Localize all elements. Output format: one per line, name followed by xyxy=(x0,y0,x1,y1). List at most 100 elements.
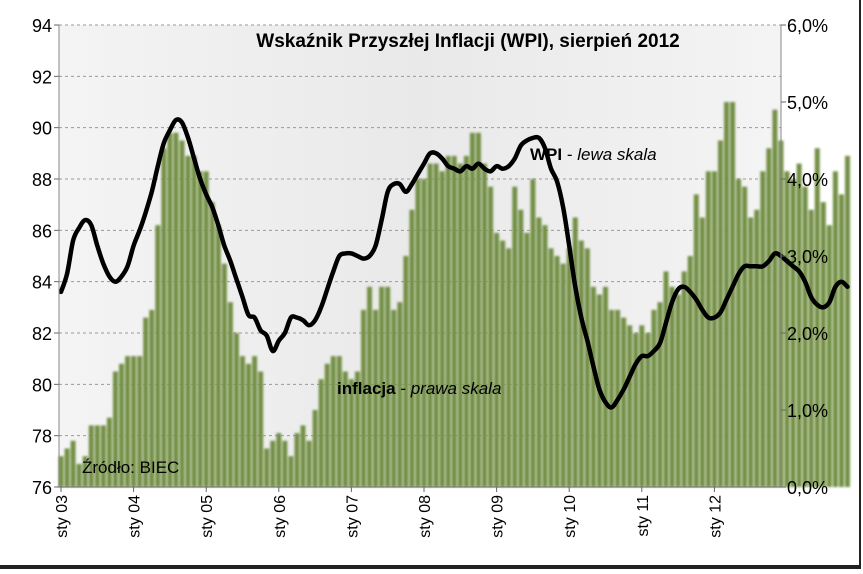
inflation-bar xyxy=(699,217,705,487)
inflation-bar xyxy=(487,186,494,487)
left-tick-label: 84 xyxy=(32,273,52,293)
inflation-bar xyxy=(590,286,596,487)
inflation-bar xyxy=(409,209,415,488)
left-tick-label: 92 xyxy=(32,67,52,87)
inflation-bar xyxy=(566,248,572,487)
inflation-bar xyxy=(82,456,88,487)
inflation-legend-sep: - xyxy=(396,379,411,398)
inflation-legend-italic: prawa skala xyxy=(410,379,502,398)
left-axis-ticks: 76 78 80 82 84 86 88 90 92 94 xyxy=(32,16,59,498)
inflation-bar xyxy=(451,155,457,487)
inflation-bar xyxy=(530,179,536,487)
inflation-bar xyxy=(729,102,736,487)
inflation-bar xyxy=(155,225,161,487)
inflation-bar xyxy=(578,240,584,487)
inflation-bar xyxy=(366,286,373,487)
inflation-bar xyxy=(227,302,233,487)
inflation-bar xyxy=(506,248,512,487)
inflation-bar xyxy=(354,371,361,487)
inflation-bar xyxy=(276,433,282,487)
inflation-bar xyxy=(173,132,179,488)
left-tick-label: 80 xyxy=(32,375,52,395)
inflation-legend-bold: inflacja xyxy=(337,379,396,398)
inflation-bar xyxy=(252,356,258,487)
inflation-bar xyxy=(790,179,796,487)
chart-title: Wskaźnik Przyszłej Inflacji (WPI), sierp… xyxy=(256,31,679,52)
x-tick-label: sty 03 xyxy=(54,495,71,538)
left-tick-label: 82 xyxy=(32,324,52,344)
inflation-bar xyxy=(602,286,609,487)
x-tick-label: sty 12 xyxy=(707,495,724,538)
x-tick-label: sty 05 xyxy=(199,495,216,538)
inflation-bar xyxy=(463,155,469,487)
inflation-bar xyxy=(524,232,530,487)
inflation-bar xyxy=(445,155,451,487)
inflation-bar xyxy=(814,148,820,487)
inflation-bar xyxy=(820,202,826,487)
left-tick-label: 78 xyxy=(32,427,52,447)
wpi-line xyxy=(58,117,850,410)
inflation-bar xyxy=(233,333,240,487)
inflation-bar xyxy=(433,163,439,487)
inflation-bar xyxy=(608,309,615,487)
inflation-bar xyxy=(796,163,802,487)
inflation-bar xyxy=(282,440,288,487)
inflation-bar xyxy=(106,417,112,487)
inflation-bar xyxy=(385,286,391,487)
x-tick-label: sty 09 xyxy=(490,495,507,538)
inflation-bar xyxy=(391,309,397,487)
x-tick-label: sty 10 xyxy=(562,495,579,538)
inflation-bar xyxy=(500,240,506,487)
right-tick-label: 6,0% xyxy=(787,16,828,36)
x-axis-ticks: sty 03 sty 04 sty 05 sty 06 sty 07 sty 08 sty … xyxy=(54,487,724,538)
inflation-bar xyxy=(760,171,766,488)
inflation-bar xyxy=(651,309,657,487)
inflation-bar xyxy=(137,356,143,487)
inflation-bar xyxy=(494,232,500,487)
inflation-bar xyxy=(711,171,717,488)
inflation-bar xyxy=(675,294,681,487)
source-label: Źródło: BIEC xyxy=(82,458,179,477)
inflation-bar xyxy=(94,425,100,487)
inflation-bar xyxy=(627,325,633,487)
inflation-bar xyxy=(264,448,270,487)
inflation-bar xyxy=(457,163,463,487)
inflation-bar xyxy=(639,325,645,487)
inflation-bar xyxy=(143,317,149,487)
inflation-bar xyxy=(306,440,312,487)
left-tick-label: 76 xyxy=(32,478,52,498)
inflation-bar xyxy=(58,456,64,487)
inflation-bar xyxy=(687,256,693,487)
inflation-bar xyxy=(469,132,475,488)
inflation-bar xyxy=(645,333,651,487)
inflation-bar xyxy=(772,109,778,487)
inflation-bar xyxy=(185,155,191,487)
inflation-bar xyxy=(161,148,167,487)
x-tick-label: sty 04 xyxy=(127,495,144,538)
inflation-bar xyxy=(512,186,518,487)
inflation-bar xyxy=(124,356,131,487)
inflation-bar xyxy=(481,163,488,487)
inflation-bar xyxy=(572,217,578,487)
inflation-bar xyxy=(584,248,590,487)
inflation-bar xyxy=(742,186,748,487)
inflation-bar xyxy=(64,448,70,487)
inflation-bar xyxy=(203,171,209,488)
inflation-bar xyxy=(258,371,264,487)
inflation-bar xyxy=(149,309,155,487)
inflation-bar xyxy=(518,209,524,488)
wpi-legend-bold: WPI xyxy=(530,145,562,164)
inflation-bar xyxy=(197,171,203,488)
inflation-bar xyxy=(560,263,566,487)
left-tick-label: 86 xyxy=(32,221,52,241)
inflation-bar xyxy=(548,248,554,487)
x-tick-label: sty 11 xyxy=(635,495,652,537)
inflation-bar xyxy=(766,148,772,487)
inflation-bar xyxy=(415,179,421,487)
inflation-bar xyxy=(421,179,427,487)
inflation-bar xyxy=(76,463,82,487)
inflation-bar xyxy=(100,425,106,487)
inflation-bar xyxy=(621,317,627,487)
inflation-bar xyxy=(294,433,300,487)
inflation-bar xyxy=(748,217,754,487)
